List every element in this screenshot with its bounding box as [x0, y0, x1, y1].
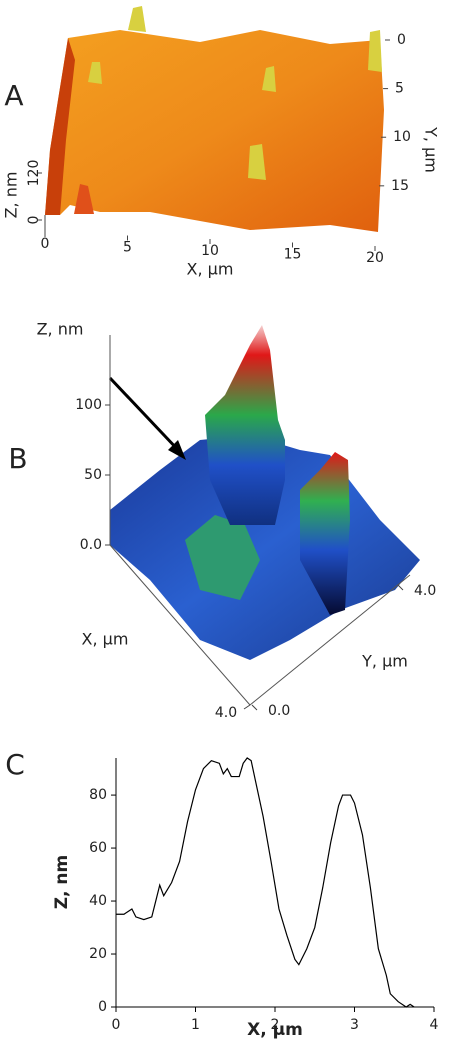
panel-label: C — [5, 748, 25, 781]
y-tick-label: 40 — [89, 893, 107, 909]
panel-label: A — [4, 79, 23, 112]
z-tick-label: 50 — [84, 467, 102, 483]
surface-a-render — [44, 6, 384, 232]
x-tick-label: 1 — [191, 1017, 200, 1033]
y-tick-label: 60 — [89, 840, 107, 856]
profile-line — [116, 757, 415, 1008]
z-axis-label: Z, nm — [2, 172, 21, 219]
z-axis-label: Z, nm — [37, 320, 84, 339]
x-axis-label: X, μm — [187, 260, 234, 279]
y-tick-label: 20 — [89, 946, 107, 962]
z-tick-label: 0.0 — [80, 537, 102, 553]
y-tick-label: 0.0 — [268, 703, 290, 719]
x-tick-label: 4 — [430, 1017, 439, 1033]
y-tick-label: 10 — [393, 129, 411, 145]
x-tick-label: 2 — [271, 1017, 280, 1033]
panel-label: B — [8, 442, 27, 475]
tick-mark — [251, 704, 258, 711]
y-axis-label: Y, μm — [361, 652, 408, 671]
y-tick-label: 0 — [397, 32, 406, 48]
y-axis-label: Z, nm — [52, 855, 72, 910]
x-tick-label: 0 — [41, 236, 50, 252]
z-tick-label: 100 — [75, 397, 102, 413]
tick-mark — [243, 704, 251, 710]
surface-b-render — [108, 325, 420, 706]
y-tick-label: 80 — [89, 787, 107, 803]
x-tick-label: 20 — [366, 250, 384, 266]
x-tick-label: 0 — [112, 1017, 121, 1033]
y-tick-label: 4.0 — [414, 583, 436, 599]
x-axis-label: X, μm — [82, 630, 129, 649]
y-tick-label: 5 — [395, 81, 404, 97]
x-axis-label: X, μm — [247, 1020, 303, 1040]
y-tick-label: 0 — [98, 999, 107, 1015]
x-tick-label: 5 — [123, 240, 132, 256]
x-tick-label: 15 — [284, 247, 302, 263]
y-tick-label: 15 — [391, 178, 409, 194]
tick-mark — [397, 584, 404, 591]
x-tick-label: 10 — [201, 243, 219, 259]
z-tick-label: 0 — [26, 216, 42, 225]
z-tick-label: 120 — [26, 160, 42, 187]
x-tick-label: 4.0 — [215, 705, 237, 721]
y-axis-label: Y, μm — [422, 126, 441, 173]
x-tick-label: 3 — [350, 1017, 359, 1033]
